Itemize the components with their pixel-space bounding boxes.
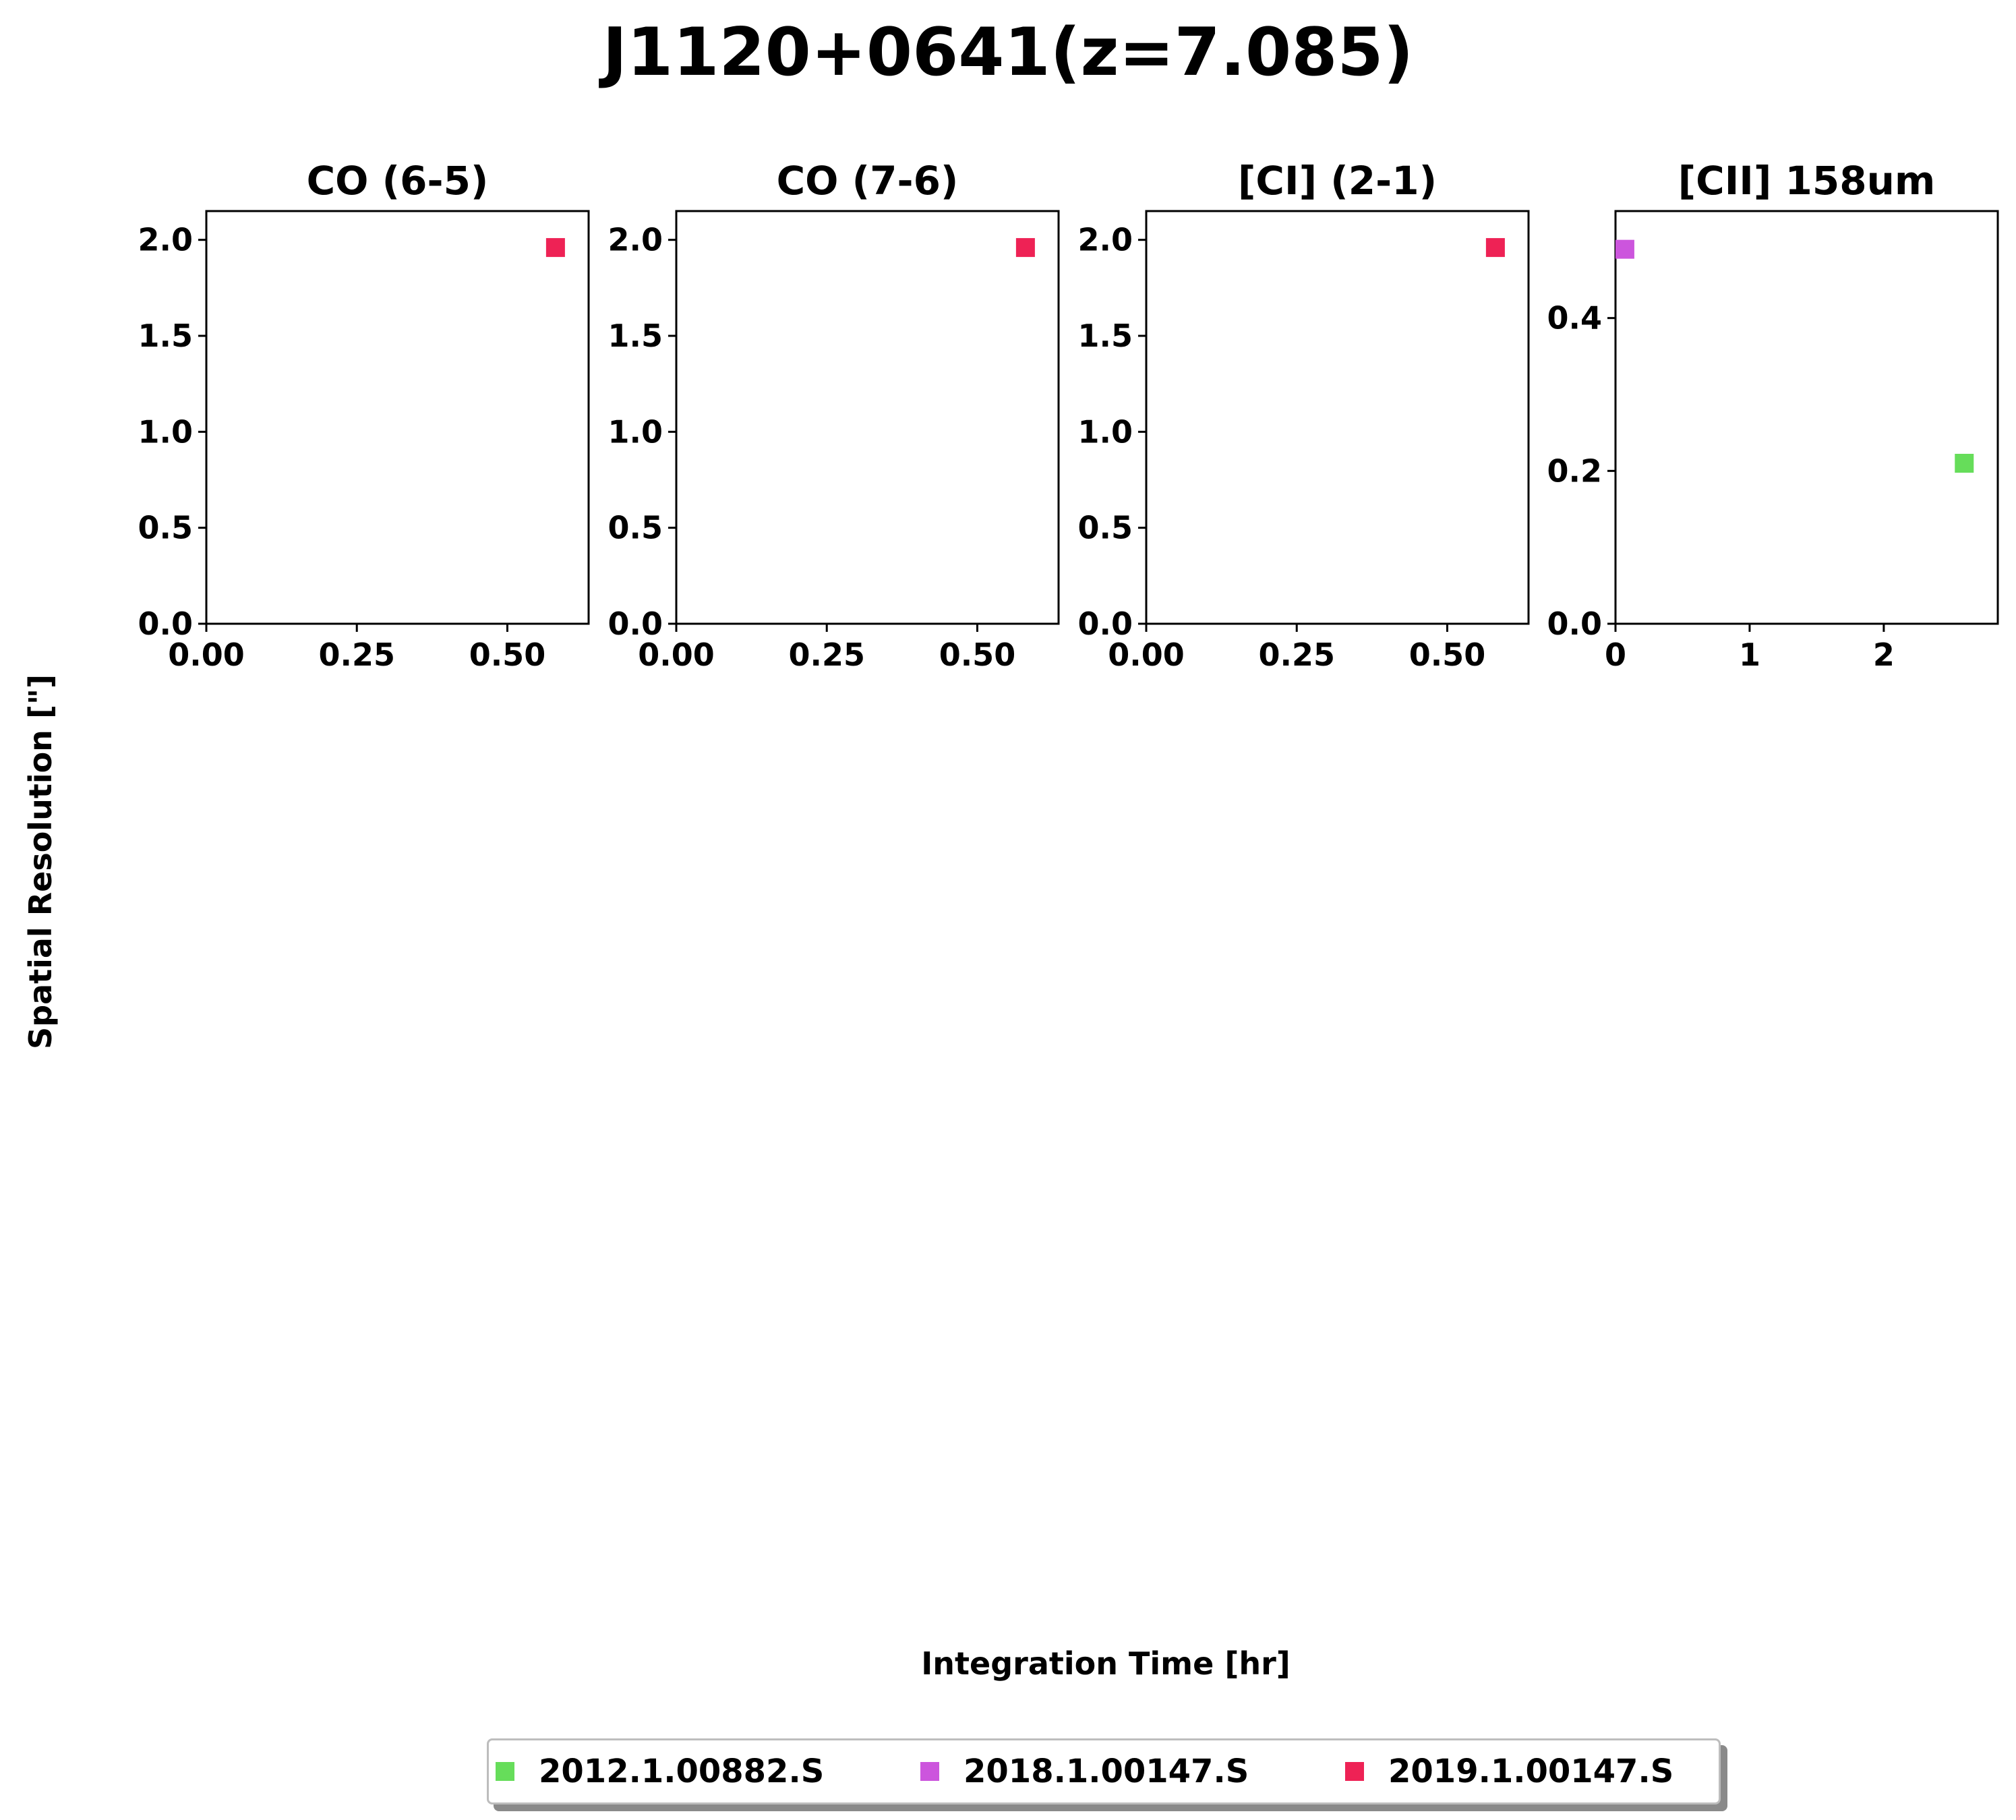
x-tick-label: 0.00 [168,637,245,673]
legend-item-2018: 2018.1.00147.S [920,1740,1249,1802]
x-tick-label: 0.25 [318,637,395,673]
panel-1: CO (6-5) 0.00 0.25 0.50 0.0 0.5 1.0 1.5 2.0 [138,158,590,673]
y-tick-label: 1.0 [608,413,663,450]
y-tick-label: 2.0 [608,222,663,258]
x-tick-label: 0.00 [638,637,715,673]
y-tick-label: 0.0 [1547,606,1603,642]
axes-frame [205,210,590,625]
panel-title: [CI] (2-1) [1238,158,1437,204]
panel-title: [CII] 158um [1678,158,1936,204]
figure-title: J1120+0641(z=7.085) [602,14,1414,91]
legend-swatch-2012 [496,1762,514,1781]
legend-swatch-2018 [920,1762,939,1781]
y-tick-label: 1.5 [1078,318,1133,354]
x-tick-label: 1 [1739,637,1760,673]
panel-title: CO (7-6) [777,158,959,204]
x-tick-label: 0.50 [469,637,546,673]
y-tick-label: 0.4 [1547,300,1603,336]
x-axis-label: Integration Time [hr] [921,1645,1291,1682]
legend-label-2019: 2019.1.00147.S [1388,1753,1674,1790]
data-point [1955,454,1974,473]
y-tick-label: 0.5 [138,510,194,546]
y-tick-label: 0.5 [1078,510,1133,546]
data-point [1015,238,1035,258]
data-point [1615,239,1634,259]
x-tick-label: 0.50 [1409,637,1486,673]
legend-label-2012: 2012.1.00882.S [539,1753,825,1790]
y-tick-label: 2.0 [138,222,194,258]
x-tick-label: 0 [1605,637,1626,673]
y-tick-label: 0.0 [608,606,663,642]
panel-title: CO (6-5) [307,158,489,204]
y-axis-label: Spatial Resolution ["] [22,674,59,1049]
x-tick-label: 0.00 [1108,637,1185,673]
y-tick-label: 1.0 [138,413,194,450]
y-tick-label: 1.5 [608,318,663,354]
y-tick-label: 1.0 [1078,413,1133,450]
y-tick-label: 0.5 [608,510,663,546]
axes-frame [1614,210,1999,625]
chart-panels: CO (6-5)0.00 0.25 0.500.00.51.01.52.0CO (7… [138,158,1999,673]
data-point [1485,238,1505,258]
legend-item-2012: 2012.1.00882.S [496,1740,824,1802]
legend-label-2018: 2018.1.00147.S [963,1753,1249,1790]
y-tick-label: 2.0 [1078,222,1133,258]
legend-item-2019: 2019.1.00147.S [1345,1740,1673,1802]
x-tick-label: 2 [1873,637,1895,673]
panel-4: [CII] 158um 0 1 2 0.0 0.2 0.4 [1547,158,1999,673]
x-tick-label: 0.25 [788,637,865,673]
panel-3: [CI] (2-1) 0.00 0.25 0.50 0.0 0.5 1.0 1.5 2.0 [1078,158,1530,673]
x-tick-label: 0.25 [1258,637,1335,673]
data-point [545,238,565,258]
y-tick-label: 0.2 [1547,452,1603,489]
legend: 2012.1.00882.S 2018.1.00147.S 2019.1.001… [487,1738,1721,1804]
axes-frame [1145,210,1530,625]
y-tick-label: 0.0 [1078,606,1133,642]
x-tick-label: 0.50 [939,637,1016,673]
panel-2: CO (7-6) 0.00 0.25 0.50 0.0 0.5 1.0 1.5 2.0 [608,158,1060,673]
legend-swatch-2019 [1345,1762,1364,1781]
y-tick-label: 1.5 [138,318,194,354]
y-tick-label: 0.0 [138,606,194,642]
axes-frame [675,210,1060,625]
